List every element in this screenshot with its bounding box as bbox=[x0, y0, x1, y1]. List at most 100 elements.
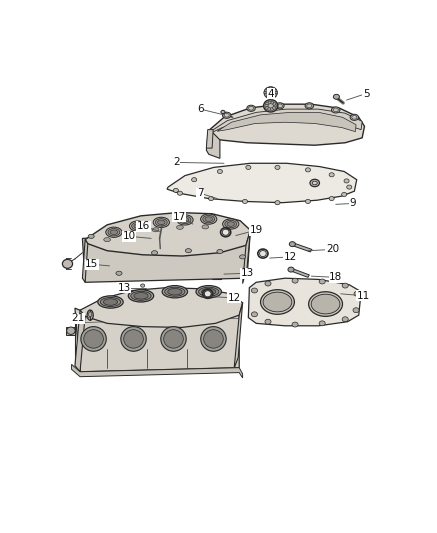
Ellipse shape bbox=[269, 87, 272, 90]
Ellipse shape bbox=[201, 214, 217, 224]
Ellipse shape bbox=[208, 197, 214, 200]
Ellipse shape bbox=[222, 219, 239, 229]
Ellipse shape bbox=[204, 330, 223, 348]
Ellipse shape bbox=[132, 222, 143, 230]
Ellipse shape bbox=[260, 290, 295, 314]
Ellipse shape bbox=[128, 231, 134, 235]
Ellipse shape bbox=[276, 103, 284, 109]
Polygon shape bbox=[85, 213, 250, 256]
Ellipse shape bbox=[173, 188, 178, 192]
Ellipse shape bbox=[271, 101, 274, 104]
Ellipse shape bbox=[101, 297, 121, 306]
Ellipse shape bbox=[273, 104, 277, 107]
Text: 10: 10 bbox=[122, 231, 136, 241]
Ellipse shape bbox=[165, 287, 185, 296]
Text: 11: 11 bbox=[357, 291, 370, 301]
Ellipse shape bbox=[305, 103, 313, 109]
Polygon shape bbox=[83, 240, 88, 282]
Ellipse shape bbox=[319, 279, 325, 284]
Polygon shape bbox=[292, 243, 312, 252]
Ellipse shape bbox=[121, 327, 146, 351]
Text: 15: 15 bbox=[85, 259, 98, 269]
Ellipse shape bbox=[310, 179, 319, 187]
Ellipse shape bbox=[205, 217, 212, 221]
Ellipse shape bbox=[88, 312, 92, 317]
Polygon shape bbox=[80, 288, 243, 327]
Ellipse shape bbox=[153, 217, 170, 228]
Ellipse shape bbox=[131, 292, 151, 301]
Text: 19: 19 bbox=[250, 225, 263, 235]
Ellipse shape bbox=[292, 322, 298, 327]
Ellipse shape bbox=[243, 199, 247, 204]
Ellipse shape bbox=[329, 173, 334, 177]
Ellipse shape bbox=[227, 222, 235, 227]
Ellipse shape bbox=[264, 100, 278, 112]
Ellipse shape bbox=[311, 294, 340, 314]
Ellipse shape bbox=[129, 221, 146, 231]
Ellipse shape bbox=[264, 89, 267, 92]
Ellipse shape bbox=[319, 321, 325, 326]
Ellipse shape bbox=[198, 287, 219, 296]
Ellipse shape bbox=[222, 112, 231, 118]
Ellipse shape bbox=[104, 298, 118, 305]
Polygon shape bbox=[206, 130, 213, 148]
Ellipse shape bbox=[265, 104, 268, 107]
Ellipse shape bbox=[217, 249, 223, 254]
Ellipse shape bbox=[67, 327, 75, 334]
Ellipse shape bbox=[267, 95, 269, 98]
Ellipse shape bbox=[333, 94, 340, 99]
Ellipse shape bbox=[134, 293, 148, 299]
Ellipse shape bbox=[128, 290, 154, 302]
Ellipse shape bbox=[292, 278, 298, 283]
Ellipse shape bbox=[177, 215, 193, 225]
Ellipse shape bbox=[344, 179, 349, 183]
Polygon shape bbox=[217, 112, 356, 132]
Ellipse shape bbox=[116, 271, 122, 276]
Ellipse shape bbox=[106, 227, 122, 237]
Ellipse shape bbox=[264, 94, 267, 96]
Ellipse shape bbox=[168, 288, 182, 295]
Ellipse shape bbox=[332, 107, 340, 113]
Ellipse shape bbox=[271, 108, 274, 110]
Text: 13: 13 bbox=[240, 268, 253, 278]
Text: 16: 16 bbox=[137, 221, 150, 231]
Ellipse shape bbox=[225, 220, 237, 228]
Polygon shape bbox=[211, 109, 362, 133]
Ellipse shape bbox=[268, 101, 271, 104]
Ellipse shape bbox=[201, 327, 226, 351]
Polygon shape bbox=[206, 130, 220, 158]
Ellipse shape bbox=[177, 191, 183, 195]
Ellipse shape bbox=[152, 228, 159, 232]
Polygon shape bbox=[75, 310, 85, 372]
Polygon shape bbox=[290, 268, 309, 277]
Polygon shape bbox=[208, 104, 364, 145]
Ellipse shape bbox=[217, 169, 222, 174]
Polygon shape bbox=[243, 230, 250, 284]
Ellipse shape bbox=[251, 288, 257, 293]
Ellipse shape bbox=[272, 102, 276, 105]
Ellipse shape bbox=[87, 310, 93, 320]
Ellipse shape bbox=[354, 292, 360, 296]
Ellipse shape bbox=[269, 96, 272, 99]
Ellipse shape bbox=[247, 105, 255, 111]
Ellipse shape bbox=[353, 308, 359, 313]
Ellipse shape bbox=[275, 200, 280, 205]
Ellipse shape bbox=[272, 107, 276, 109]
Polygon shape bbox=[75, 303, 243, 372]
Ellipse shape bbox=[312, 181, 317, 185]
Ellipse shape bbox=[272, 87, 275, 90]
Polygon shape bbox=[72, 365, 243, 378]
Ellipse shape bbox=[239, 255, 246, 259]
Text: 4: 4 bbox=[267, 88, 274, 99]
Ellipse shape bbox=[62, 260, 73, 268]
Ellipse shape bbox=[329, 197, 334, 200]
Ellipse shape bbox=[264, 92, 267, 94]
Ellipse shape bbox=[288, 267, 294, 272]
Text: 20: 20 bbox=[326, 245, 339, 254]
Text: 5: 5 bbox=[363, 88, 370, 99]
Ellipse shape bbox=[222, 229, 229, 235]
Ellipse shape bbox=[152, 251, 158, 255]
Ellipse shape bbox=[265, 319, 271, 324]
Ellipse shape bbox=[274, 94, 277, 96]
Text: 9: 9 bbox=[349, 198, 356, 208]
